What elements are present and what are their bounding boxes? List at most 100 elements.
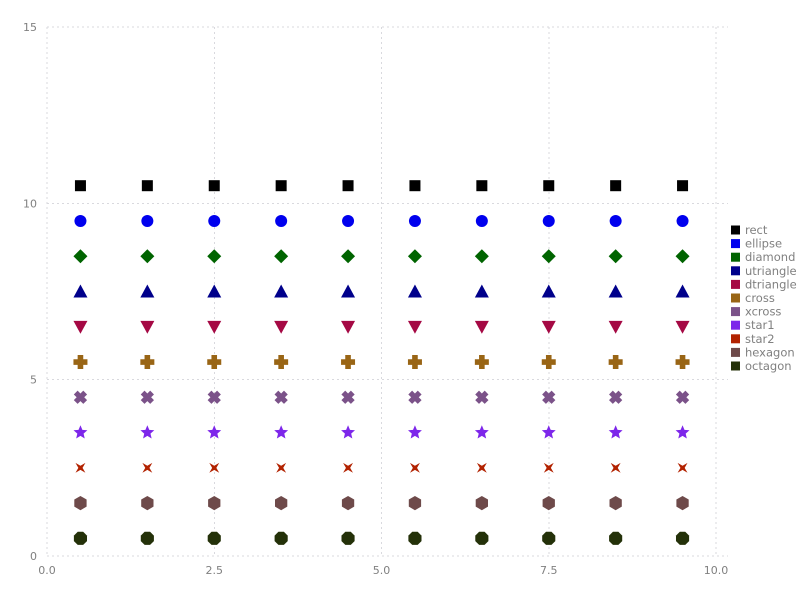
legend-swatch-utriangle[interactable] xyxy=(731,266,740,276)
marker-xcross xyxy=(341,390,355,404)
marker-dtriangle xyxy=(341,320,356,334)
legend-swatch-ellipse[interactable] xyxy=(731,239,740,249)
marker-utriangle xyxy=(675,284,690,298)
legend-swatch-star2[interactable] xyxy=(731,334,740,344)
marker-star1 xyxy=(474,425,489,439)
marker-ellipse xyxy=(542,214,555,227)
legend-label-rect[interactable]: rect xyxy=(745,223,768,237)
marker-utriangle xyxy=(608,284,623,298)
marker-hexagon xyxy=(542,496,555,511)
marker-star2 xyxy=(343,462,353,473)
legend-label-star1[interactable]: star1 xyxy=(745,318,775,332)
marker-star2 xyxy=(610,462,621,473)
marker-dtriangle xyxy=(274,320,289,334)
marker-star1 xyxy=(608,425,623,439)
marker-hexagon xyxy=(408,496,422,511)
marker-utriangle xyxy=(341,284,356,298)
legend-label-ellipse[interactable]: ellipse xyxy=(745,237,782,251)
chart-legend: rectellipsediamondutriangledtrianglecros… xyxy=(731,223,797,373)
marker-octagon xyxy=(542,531,556,545)
marker-star2 xyxy=(276,462,287,473)
marker-diamond xyxy=(341,249,356,264)
legend-swatch-xcross[interactable] xyxy=(731,307,740,317)
marker-star1 xyxy=(408,425,422,439)
x-tick-label: 7.5 xyxy=(540,564,558,577)
marker-ellipse xyxy=(141,214,154,227)
marker-rect xyxy=(677,180,689,192)
marker-hexagon xyxy=(609,496,622,511)
marker-rect xyxy=(409,180,421,192)
legend-label-xcross[interactable]: xcross xyxy=(745,305,781,319)
marker-rect xyxy=(342,180,354,192)
marker-diamond xyxy=(407,249,422,264)
marker-dtriangle xyxy=(207,320,222,334)
legend-label-hexagon[interactable]: hexagon xyxy=(745,345,795,359)
marker-diamond xyxy=(73,249,88,264)
marker-rect xyxy=(275,180,287,192)
marker-star1 xyxy=(341,425,355,439)
marker-dtriangle xyxy=(608,320,623,334)
marker-rect xyxy=(74,180,86,192)
legend-label-star2[interactable]: star2 xyxy=(745,332,775,346)
legend-label-octagon[interactable]: octagon xyxy=(745,359,792,373)
marker-xcross xyxy=(408,390,422,404)
legend-swatch-hexagon[interactable] xyxy=(731,347,740,357)
marker-diamond xyxy=(274,249,289,264)
marker-dtriangle xyxy=(541,320,556,334)
marker-utriangle xyxy=(474,284,489,298)
marker-hexagon xyxy=(275,496,288,511)
x-tick-label: 0.0 xyxy=(38,564,56,577)
legend-label-utriangle[interactable]: utriangle xyxy=(745,264,797,278)
marker-rect xyxy=(141,180,153,192)
series-hexagon xyxy=(74,496,689,511)
marker-cross xyxy=(73,355,88,370)
legend-swatch-rect[interactable] xyxy=(731,225,740,235)
marker-star2 xyxy=(410,462,420,473)
legend-swatch-cross[interactable] xyxy=(731,293,740,303)
legend-label-dtriangle[interactable]: dtriangle xyxy=(745,277,797,291)
marker-diamond xyxy=(608,249,623,264)
marker-xcross xyxy=(542,390,556,404)
marker-cross xyxy=(474,355,489,370)
marker-utriangle xyxy=(407,284,422,298)
series-xcross xyxy=(73,390,690,404)
marker-hexagon xyxy=(676,496,689,511)
series-utriangle xyxy=(73,284,690,298)
marker-rect xyxy=(208,180,220,192)
legend-label-cross[interactable]: cross xyxy=(745,291,775,305)
marker-xcross xyxy=(73,390,88,404)
marker-octagon xyxy=(274,531,288,545)
legend-swatch-diamond[interactable] xyxy=(731,252,740,262)
series-rect xyxy=(74,180,689,192)
marker-cross xyxy=(608,355,623,370)
marker-utriangle xyxy=(274,284,289,298)
x-tick-label: 10.0 xyxy=(704,564,729,577)
marker-star2 xyxy=(677,462,688,473)
legend-swatch-dtriangle[interactable] xyxy=(731,279,740,289)
marker-octagon xyxy=(140,531,154,545)
marker-ellipse xyxy=(676,214,689,227)
marker-star1 xyxy=(274,425,289,439)
series-star1 xyxy=(73,425,690,439)
marker-xcross xyxy=(675,390,690,404)
x-axis-tick-labels: 0.0 2.5 5.0 7.5 10.0 xyxy=(38,564,728,577)
legend-label-diamond[interactable]: diamond xyxy=(745,250,795,264)
marker-octagon xyxy=(73,531,88,545)
series-diamond xyxy=(73,249,690,264)
marker-rect xyxy=(610,180,622,192)
marker-rect xyxy=(476,180,488,192)
marker-star1 xyxy=(541,425,556,439)
legend-swatch-octagon[interactable] xyxy=(731,361,740,371)
marker-ellipse xyxy=(342,214,355,227)
series-cross xyxy=(73,355,690,370)
marker-dtriangle xyxy=(675,320,690,334)
marker-xcross xyxy=(140,390,154,404)
marker-cross xyxy=(407,355,422,370)
legend-swatch-star1[interactable] xyxy=(731,320,740,330)
series-star2 xyxy=(75,462,688,473)
marker-cross xyxy=(341,355,356,370)
marker-star2 xyxy=(476,462,487,473)
marker-diamond xyxy=(474,249,489,264)
